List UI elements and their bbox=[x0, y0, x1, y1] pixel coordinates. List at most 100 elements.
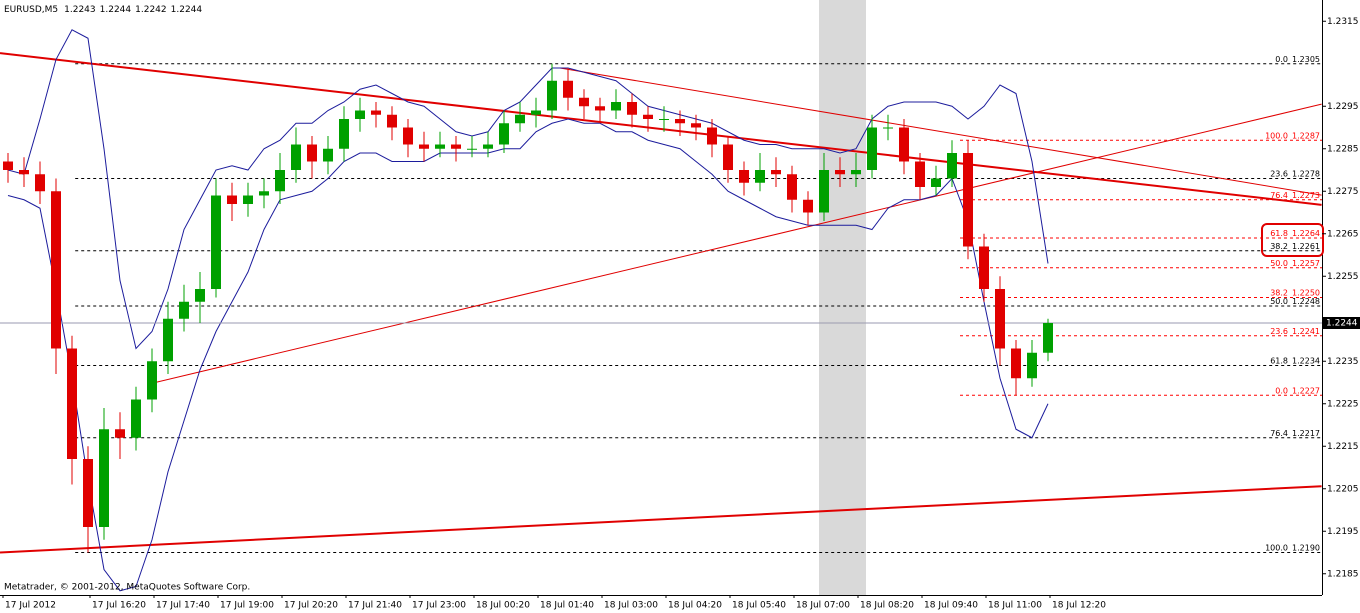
fibo-label: 76.4 1.2217 bbox=[1270, 428, 1320, 437]
x-tick-label: 17 Jul 23:00 bbox=[412, 601, 466, 611]
candle-body bbox=[51, 191, 61, 349]
candle-body bbox=[883, 127, 893, 129]
candle-body bbox=[563, 80, 573, 98]
session-shade bbox=[819, 0, 866, 595]
candle-body bbox=[531, 110, 541, 115]
fibo-level-name: 76.4 bbox=[1270, 190, 1288, 199]
candle-body bbox=[595, 106, 605, 111]
fibo-label: 0.0 1.2305 bbox=[1275, 54, 1320, 63]
fibo-label: 0.0 1.2227 bbox=[1275, 386, 1320, 395]
fibo-level-name: 100.0 bbox=[1265, 131, 1288, 140]
bollinger-band bbox=[7, 118, 1049, 592]
candle-body bbox=[275, 170, 285, 192]
y-tick-label: 1.2215 bbox=[1327, 442, 1359, 452]
fibo-price: 1.2250 bbox=[1292, 288, 1320, 297]
header: EURUSD,M5 1.2243 1.2244 1.2242 1.2244 bbox=[4, 5, 202, 15]
candle-body bbox=[451, 144, 461, 149]
fibo-price: 1.2287 bbox=[1292, 131, 1320, 140]
fibo-label: 61.8 1.2234 bbox=[1270, 356, 1320, 365]
x-tick-label: 18 Jul 00:20 bbox=[476, 601, 530, 611]
fibo-level-name: 100.0 bbox=[1265, 543, 1288, 552]
fibo-level-name: 23.6 bbox=[1270, 326, 1288, 335]
candle-body bbox=[803, 199, 813, 213]
candle-body bbox=[259, 191, 269, 196]
last-price-box bbox=[1323, 317, 1360, 329]
fibo-label: 38.2 1.2261 bbox=[1270, 241, 1320, 250]
candle-body bbox=[211, 195, 221, 289]
candle-body bbox=[147, 361, 157, 400]
trendline bbox=[0, 485, 1322, 554]
candle-body bbox=[131, 399, 141, 438]
candle-body bbox=[227, 195, 237, 204]
fibo-price: 1.2305 bbox=[1292, 54, 1320, 63]
candle-body bbox=[899, 127, 909, 162]
x-tick-label: 17 Jul 16:20 bbox=[92, 601, 146, 611]
fibo-price: 1.2234 bbox=[1292, 356, 1320, 365]
candle-body bbox=[771, 170, 781, 175]
y-tick-label: 1.2195 bbox=[1327, 527, 1359, 537]
x-tick-label: 17 Jul 17:40 bbox=[156, 601, 210, 611]
low: 1.2242 bbox=[135, 5, 167, 15]
x-tick-label: 18 Jul 11:00 bbox=[988, 601, 1042, 611]
last-price-label: 1.2244 bbox=[1326, 319, 1358, 329]
candle-body bbox=[995, 289, 1005, 349]
candle-body bbox=[851, 170, 861, 175]
fibo-price: 1.2273 bbox=[1292, 190, 1320, 199]
footer: Metatrader, © 2001-2012, MetaQuotes Soft… bbox=[4, 583, 250, 593]
candle-body bbox=[675, 119, 685, 124]
candle-body bbox=[627, 102, 637, 115]
fibo-label: 50.0 1.2248 bbox=[1270, 297, 1320, 306]
fibo-price: 1.2257 bbox=[1292, 258, 1320, 267]
candle-body bbox=[947, 153, 957, 179]
candle-body bbox=[1027, 352, 1037, 379]
fibo-price: 1.2278 bbox=[1292, 169, 1320, 178]
fibo-label: 50.0 1.2257 bbox=[1270, 258, 1320, 267]
candle-body bbox=[819, 170, 829, 213]
candle-body bbox=[371, 110, 381, 115]
fibo-price: 1.2261 bbox=[1292, 241, 1320, 250]
fibo-label: 23.6 1.2278 bbox=[1270, 169, 1320, 178]
y-tick-label: 1.2315 bbox=[1327, 17, 1359, 27]
x-tick-label: 17 Jul 2012 bbox=[5, 601, 56, 611]
x-tick-label: 17 Jul 21:40 bbox=[348, 601, 402, 611]
candle-body bbox=[659, 119, 669, 120]
candle-body bbox=[787, 174, 797, 200]
fibo-price: 1.2241 bbox=[1292, 326, 1320, 335]
fibo-price: 1.2227 bbox=[1292, 386, 1320, 395]
candle-body bbox=[755, 170, 765, 183]
candle-body bbox=[467, 148, 477, 150]
candle-body bbox=[611, 102, 621, 111]
trendline bbox=[0, 52, 1322, 206]
x-tick-label: 18 Jul 12:20 bbox=[1052, 601, 1106, 611]
candle-body bbox=[307, 144, 317, 162]
fibo-label: 100.0 1.2190 bbox=[1265, 543, 1320, 552]
candle-body bbox=[419, 144, 429, 149]
trendline bbox=[559, 67, 1322, 196]
candle-body bbox=[179, 301, 189, 319]
candle-body bbox=[291, 144, 301, 170]
y-tick-label: 1.2265 bbox=[1327, 229, 1359, 239]
fibo-level-name: 61.8 bbox=[1270, 356, 1288, 365]
fibo-label: 100.0 1.2287 bbox=[1265, 131, 1320, 140]
candle-body bbox=[483, 144, 493, 149]
y-tick-label: 1.2255 bbox=[1327, 272, 1359, 282]
candle-body bbox=[1043, 323, 1053, 353]
symbol: EURUSD,M5 bbox=[4, 5, 58, 15]
fibo-level-name: 50.0 bbox=[1270, 258, 1288, 267]
x-tick-label: 18 Jul 05:40 bbox=[732, 601, 786, 611]
y-tick-label: 1.2285 bbox=[1327, 144, 1359, 154]
candle-body bbox=[867, 127, 877, 170]
candle-body bbox=[707, 127, 717, 145]
y-tick-label: 1.2205 bbox=[1327, 484, 1359, 494]
candle-body bbox=[547, 80, 557, 111]
fibo-level-name: 38.2 bbox=[1270, 241, 1288, 250]
candle-body bbox=[915, 161, 925, 187]
candle-body bbox=[35, 174, 45, 192]
x-tick-label: 17 Jul 20:20 bbox=[284, 601, 338, 611]
candle-body bbox=[67, 348, 77, 459]
candle-body bbox=[515, 114, 525, 124]
fibo-level-name: 61.8 bbox=[1270, 229, 1288, 238]
fibo-label: 23.6 1.2241 bbox=[1270, 326, 1320, 335]
fibo-level-name: 0.0 bbox=[1275, 54, 1288, 63]
